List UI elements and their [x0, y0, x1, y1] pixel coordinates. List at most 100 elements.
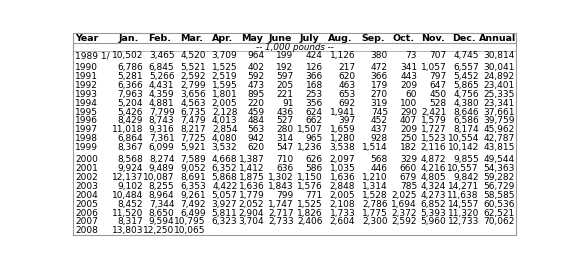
- Text: 5,057: 5,057: [212, 191, 237, 200]
- Text: 8,429: 8,429: [117, 117, 143, 126]
- Text: 9,855: 9,855: [453, 155, 479, 164]
- Text: 4,431: 4,431: [149, 81, 174, 90]
- Text: 7,479: 7,479: [181, 117, 206, 126]
- Text: 1992: 1992: [75, 81, 98, 90]
- Text: 6,499: 6,499: [181, 209, 206, 218]
- Text: 8,367: 8,367: [117, 143, 143, 152]
- Text: 2,519: 2,519: [212, 72, 237, 81]
- Text: 1,280: 1,280: [329, 134, 355, 143]
- Text: 3,704: 3,704: [239, 217, 264, 226]
- Text: 1,236: 1,236: [297, 143, 323, 152]
- Text: -- 1,000 pounds --: -- 1,000 pounds --: [256, 43, 334, 52]
- Text: 1,694: 1,694: [392, 200, 417, 209]
- Text: 8,174: 8,174: [453, 125, 479, 134]
- Text: 250: 250: [400, 134, 417, 143]
- Text: 527: 527: [277, 117, 293, 126]
- Text: 3,538: 3,538: [329, 143, 355, 152]
- Text: 626: 626: [305, 155, 323, 164]
- Text: 1,523: 1,523: [421, 134, 446, 143]
- Text: 2,717: 2,717: [268, 209, 293, 218]
- Text: Year: Year: [75, 34, 98, 43]
- Text: 11,520: 11,520: [112, 209, 143, 218]
- Text: 1,150: 1,150: [297, 173, 323, 182]
- Text: 2,116: 2,116: [421, 143, 446, 152]
- Text: 745: 745: [371, 108, 388, 117]
- Text: 380: 380: [371, 51, 388, 60]
- Text: 25,335: 25,335: [484, 90, 515, 99]
- Text: 568: 568: [371, 155, 388, 164]
- Text: 463: 463: [338, 81, 355, 90]
- Text: 9,261: 9,261: [181, 191, 206, 200]
- Text: 1,126: 1,126: [329, 51, 355, 60]
- Text: 5,960: 5,960: [420, 217, 446, 226]
- Text: 290: 290: [400, 108, 417, 117]
- Text: 2,592: 2,592: [181, 72, 206, 81]
- Text: 2,108: 2,108: [329, 200, 355, 209]
- Text: 2005: 2005: [75, 200, 98, 209]
- Text: 205: 205: [277, 81, 293, 90]
- Text: 484: 484: [247, 117, 264, 126]
- Text: June: June: [269, 34, 292, 43]
- Text: Sep.: Sep.: [361, 34, 385, 43]
- Text: 563: 563: [247, 125, 264, 134]
- Text: 8,568: 8,568: [117, 155, 143, 164]
- Text: 1,412: 1,412: [239, 164, 264, 173]
- Text: 62,521: 62,521: [484, 209, 515, 218]
- Text: 6,845: 6,845: [149, 63, 174, 72]
- Text: 1,826: 1,826: [297, 209, 323, 218]
- Text: Annual: Annual: [480, 34, 516, 43]
- Text: 217: 217: [338, 63, 355, 72]
- Text: 2,005: 2,005: [329, 191, 355, 200]
- Text: 620: 620: [247, 143, 264, 152]
- Text: 5,393: 5,393: [420, 209, 446, 218]
- Text: 3,709: 3,709: [212, 51, 237, 60]
- Text: 2,786: 2,786: [362, 200, 388, 209]
- Text: 624: 624: [306, 108, 323, 117]
- Text: 2,025: 2,025: [392, 191, 417, 200]
- Text: 56,729: 56,729: [484, 182, 515, 191]
- Text: 586: 586: [305, 164, 323, 173]
- Text: 6,864: 6,864: [117, 134, 143, 143]
- Text: 6,099: 6,099: [149, 143, 174, 152]
- Text: 10,087: 10,087: [143, 173, 174, 182]
- Text: 8,691: 8,691: [180, 173, 206, 182]
- Text: 799: 799: [276, 191, 293, 200]
- Text: 436: 436: [277, 108, 293, 117]
- Text: 4,380: 4,380: [453, 99, 479, 108]
- Text: 1,387: 1,387: [239, 155, 264, 164]
- Text: 3,465: 3,465: [149, 51, 174, 60]
- Text: 220: 220: [247, 99, 264, 108]
- Text: 660: 660: [400, 164, 417, 173]
- Text: 8,452: 8,452: [117, 200, 143, 209]
- Text: 1,636: 1,636: [239, 182, 264, 191]
- Text: 280: 280: [277, 125, 293, 134]
- Text: 11,320: 11,320: [447, 209, 479, 218]
- Text: 2006: 2006: [75, 209, 98, 218]
- Text: 437: 437: [371, 125, 388, 134]
- Text: Mar.: Mar.: [180, 34, 203, 43]
- Text: Nov.: Nov.: [421, 34, 444, 43]
- Text: 8,646: 8,646: [453, 108, 479, 117]
- Text: 459: 459: [247, 108, 264, 117]
- Text: 679: 679: [400, 173, 417, 182]
- Text: 9,489: 9,489: [149, 164, 174, 173]
- Text: 13,803: 13,803: [112, 226, 143, 235]
- Text: 1,525: 1,525: [297, 200, 323, 209]
- Text: 8,964: 8,964: [149, 191, 174, 200]
- Text: 1,733: 1,733: [329, 209, 355, 218]
- Text: 9,316: 9,316: [149, 125, 174, 134]
- Text: 8,317: 8,317: [117, 217, 143, 226]
- Text: 10,142: 10,142: [447, 143, 479, 152]
- Text: 366: 366: [305, 72, 323, 81]
- Text: 179: 179: [371, 81, 388, 90]
- Text: 30,041: 30,041: [484, 63, 515, 72]
- Text: 4,872: 4,872: [421, 155, 446, 164]
- Text: 6,786: 6,786: [117, 63, 143, 72]
- Text: 965: 965: [305, 134, 323, 143]
- Text: 221: 221: [277, 90, 293, 99]
- Text: 1995: 1995: [75, 108, 98, 117]
- Text: 366: 366: [371, 72, 388, 81]
- Text: 14,557: 14,557: [447, 200, 479, 209]
- Text: 12,137: 12,137: [112, 173, 143, 182]
- Text: 964: 964: [247, 51, 264, 60]
